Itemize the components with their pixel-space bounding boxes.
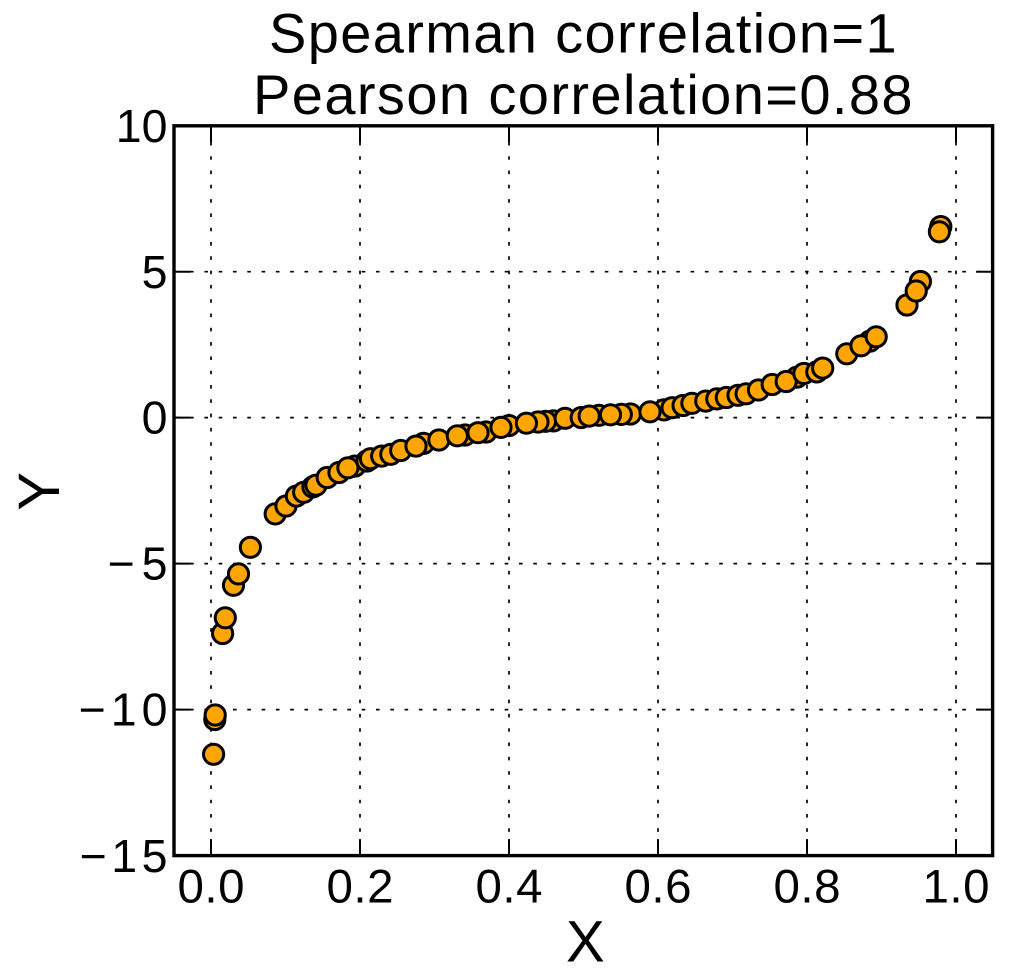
svg-text:1.0: 1.0 [923,861,990,914]
svg-text:0.2: 0.2 [327,861,394,914]
svg-text:10: 10 [116,100,168,152]
svg-text:0.4: 0.4 [476,861,543,914]
svg-text:0.0: 0.0 [178,861,245,914]
svg-text:0.6: 0.6 [625,861,692,914]
svg-text:Y: Y [7,472,72,511]
svg-text:5: 5 [142,246,168,298]
svg-text:−10: −10 [79,684,168,736]
svg-text:X: X [566,910,605,970]
svg-text:0.8: 0.8 [774,861,841,914]
svg-text:Spearman correlation=1: Spearman correlation=1 [269,2,898,65]
svg-text:−15: −15 [80,830,168,882]
svg-text:Pearson correlation=0.88: Pearson correlation=0.88 [253,63,914,126]
svg-text:0: 0 [142,392,168,444]
